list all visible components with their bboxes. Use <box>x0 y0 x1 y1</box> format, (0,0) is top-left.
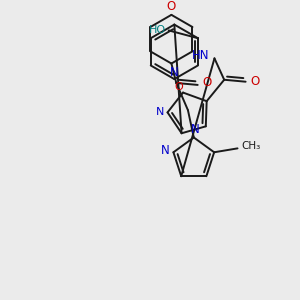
Text: N: N <box>161 144 170 157</box>
Text: O: O <box>175 82 184 92</box>
Text: N: N <box>156 107 164 117</box>
Text: N: N <box>191 123 200 136</box>
Text: O: O <box>251 75 260 88</box>
Text: N: N <box>170 66 179 79</box>
Text: HN: HN <box>192 49 210 62</box>
Text: CH₃: CH₃ <box>242 141 261 152</box>
Text: O: O <box>203 76 212 89</box>
Text: HO: HO <box>148 26 166 35</box>
Text: O: O <box>167 0 176 13</box>
